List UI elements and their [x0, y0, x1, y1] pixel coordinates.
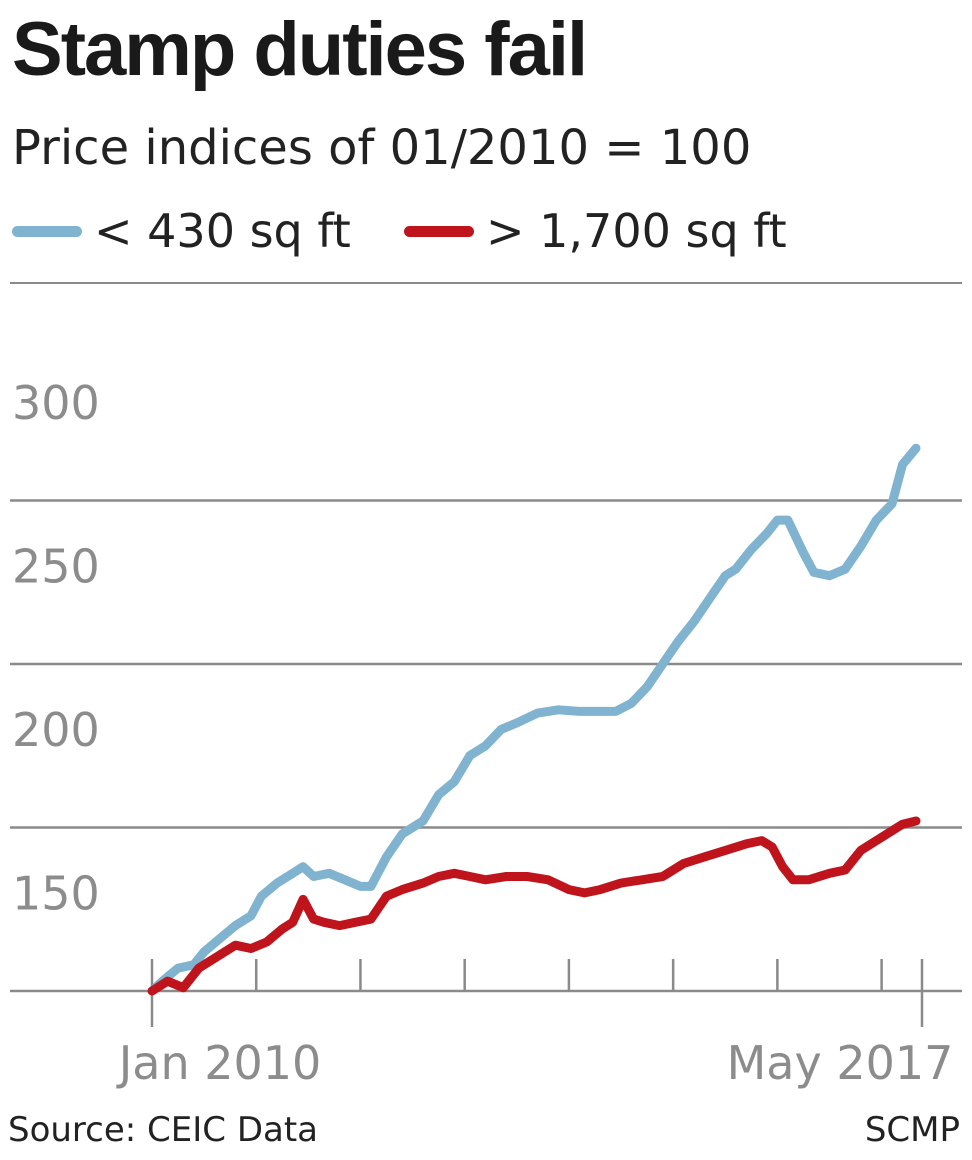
grid-layer	[10, 282, 962, 829]
chart-title: Stamp duties fail	[12, 7, 588, 92]
y-tick-label-250: 250	[12, 540, 100, 594]
legend-item-large: > 1,700 sq ft	[404, 200, 804, 260]
y-tick-label-200: 200	[12, 703, 100, 757]
legend-swatch-large	[404, 226, 474, 237]
series-line-large	[147, 816, 921, 996]
x-tick-label-end: May 2017	[727, 1036, 954, 1090]
y-tick-label-150: 150	[12, 867, 100, 921]
series-line-small	[147, 443, 921, 996]
y-tick-label-300: 300	[12, 376, 100, 430]
line-chart: 150 200 250 300 Jan 2010 May 2017	[10, 282, 962, 1090]
legend-item-small: < 430 sq ft	[12, 200, 372, 260]
legend-swatch-small	[12, 226, 82, 237]
publisher-credit: SCMP	[864, 1110, 960, 1150]
axis-layer: 150 200 250 300 Jan 2010 May 2017	[10, 376, 962, 1090]
legend-label-small: < 430 sq ft	[94, 204, 351, 258]
x-tick-label-start: Jan 2010	[116, 1036, 322, 1090]
chart-subtitle: Price indices of 01/2010 = 100	[12, 120, 752, 176]
source-note: Source: CEIC Data	[8, 1110, 319, 1150]
legend-label-large: > 1,700 sq ft	[486, 204, 787, 258]
series-layer	[147, 443, 921, 996]
